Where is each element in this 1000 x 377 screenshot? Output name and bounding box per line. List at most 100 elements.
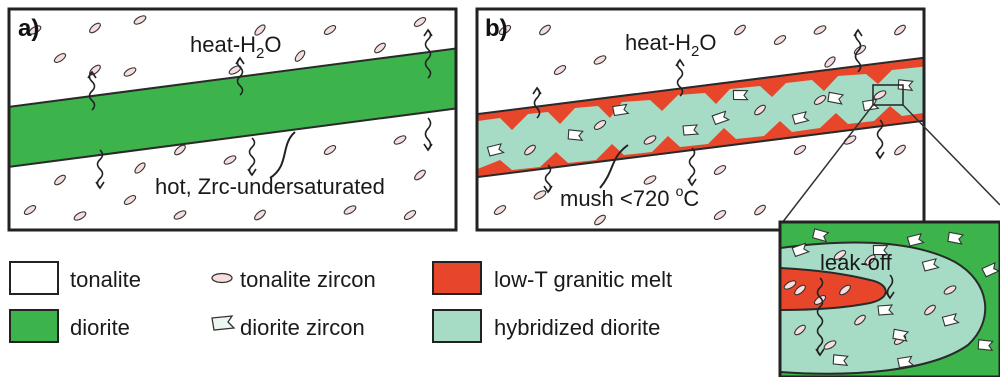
tonalite-zircon (403, 209, 417, 221)
panel-a-letter: a) (18, 15, 39, 42)
tonalite-zircon (783, 280, 797, 290)
inset-granitic-melt (780, 266, 887, 312)
tonalite-zircon (413, 16, 427, 28)
diorite-zircon (732, 89, 749, 101)
tonalite-zircon (123, 194, 137, 206)
inset-locator-box (872, 84, 904, 106)
diorite-zircon (981, 261, 1000, 278)
tonalite-zircon (824, 56, 836, 68)
tonalite-zircon (854, 314, 866, 326)
legend-swatch-hybridized-diorite (432, 309, 482, 343)
leak-off-label: leak-off (820, 250, 893, 275)
diorite-zircon (791, 111, 810, 125)
tonalite-zircon (813, 25, 827, 35)
heat-arrow (676, 59, 684, 97)
diorite-zircon (832, 354, 849, 366)
tonalite-zircon (414, 169, 426, 181)
legend-label-tonalite-zircon: tonalite zircon (240, 267, 376, 292)
heat-arrow-head (95, 181, 105, 190)
heat-arrow (854, 29, 862, 73)
diorite-zircon (892, 328, 910, 342)
diorite-zircon (567, 129, 584, 141)
heat-arrow (96, 149, 104, 189)
heat-arrows-b (532, 28, 885, 194)
diorite-zircon (486, 143, 505, 157)
hot-zrc-undersaturated-label: hot, Zrc-undersaturated (155, 174, 385, 199)
tonalite-zircon (894, 144, 906, 156)
tonalite-zircon (734, 24, 746, 36)
legend-label-hybridized-diorite: hybridized diorite (494, 315, 660, 340)
tonalite-zircon (924, 304, 936, 316)
tonalite-zircon (133, 15, 147, 25)
heat-arrow-head (247, 168, 257, 177)
diorite-zircon (811, 228, 830, 243)
tonalite-zircon (864, 254, 876, 266)
heat-arrow (424, 117, 432, 151)
heat-arrow-head (675, 58, 685, 67)
diorite-zircon (612, 103, 630, 117)
diorite-zircon (941, 313, 960, 327)
tonalite-zircon (254, 24, 266, 36)
diorite-zircon (827, 91, 845, 105)
tonalite-zircon (54, 174, 66, 186)
tonalite-zircon (873, 90, 887, 100)
tonalite-zircon (794, 324, 806, 336)
tonalite-zircon (894, 24, 906, 36)
legend-swatch-melt (432, 261, 482, 295)
tonalite-zircon (223, 155, 237, 165)
tonalite-zircon (713, 209, 727, 221)
mush-temperature-label: mush <720 oC (560, 183, 699, 211)
tonalite-zircon (754, 104, 766, 116)
heat-h2o-label-a: heat-H2O (190, 32, 282, 62)
tonalite-zircon (343, 205, 357, 215)
tonalite-zircon (823, 340, 837, 350)
diorite-zircon (872, 244, 889, 256)
heat-arrow (248, 137, 256, 176)
heat-arrow (236, 57, 244, 96)
tonalite-zircon (23, 204, 37, 216)
tonalite-zircon (754, 204, 766, 216)
tonalite-zircon (89, 22, 101, 34)
heat-arrow-head (532, 86, 542, 95)
tonalite-zircon (173, 210, 187, 220)
legend-swatch-diorite-zircon (211, 315, 236, 331)
diorite-zircon (711, 110, 731, 126)
diorite-zircon (977, 339, 994, 351)
tonalite-zircon (594, 214, 606, 226)
legend-label-diorite: diorite (70, 315, 130, 340)
heat-arrow (816, 277, 824, 356)
tonalite-zircon (53, 52, 67, 64)
panel-a: a) heat-H2O hot, Zrc-undersaturated (7, 7, 458, 232)
note-leader-a (269, 131, 296, 179)
tonalite-zircon (839, 284, 851, 296)
tonalite-zircon (713, 164, 727, 176)
tonalite-zircon (593, 119, 607, 131)
panel-b: b) heat-H2O mush <720 oC (475, 7, 926, 232)
heat-arrow-head (885, 291, 895, 300)
inset-frame (778, 220, 1000, 377)
tonalite-zircon (174, 144, 186, 156)
tonalite-zircon (793, 144, 807, 156)
legend-label-melt: low-T granitic melt (494, 267, 672, 292)
zoom-line-left (781, 104, 874, 224)
tonalite-zircon (833, 249, 847, 261)
heat-arrow (88, 71, 96, 111)
zoom-line-right (902, 104, 1000, 206)
tonalite-zircon (643, 175, 657, 185)
heat-arrow (688, 147, 696, 186)
tonalite-zircon (533, 190, 547, 200)
tonalite-zircon (943, 285, 957, 295)
tonalite-zircon (374, 42, 386, 54)
tonalite-zircon (539, 24, 551, 36)
diorite-zircon (921, 258, 940, 272)
heat-arrow-head (423, 28, 433, 37)
panel-b-frame (475, 7, 926, 232)
tonalite-zircon (134, 162, 146, 174)
tonalite-zircon (643, 135, 657, 145)
heat-arrow-head (543, 185, 553, 194)
tonalite-zircon (794, 284, 806, 296)
tonalite-zircon (773, 34, 787, 46)
heat-h2o-label-b: heat-H2O (625, 30, 717, 60)
tonalite-zircon (524, 144, 536, 156)
legend-label-diorite-zircon: diorite zircon (240, 315, 365, 340)
